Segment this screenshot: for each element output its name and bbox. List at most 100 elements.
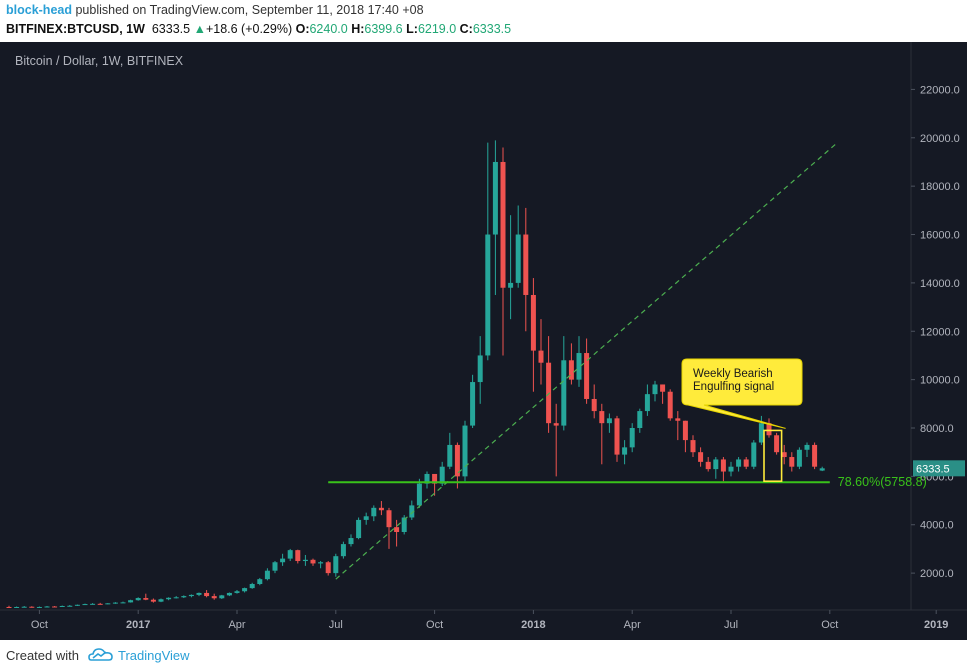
candle-body [272,562,278,571]
candle-body [553,423,559,426]
candle-body [462,425,468,477]
time-tick-label: 2018 [521,619,545,631]
candle-body [371,507,377,517]
candle-body [59,606,65,608]
chart-area[interactable]: Bitcoin / Dollar, 1W, BITFINEX 2000.0 400… [0,42,967,640]
time-tick-label: Jul [724,619,738,631]
candle-body [804,444,810,450]
candle-body [561,360,567,426]
time-tick-label: Oct [31,619,48,631]
candle-body [515,234,521,283]
candle-body [386,510,392,528]
candle-body [614,418,620,455]
candle-body [196,592,202,595]
candle-body [454,444,460,477]
candle-body [439,466,445,484]
candle-body [485,234,491,356]
candle-body [622,447,628,455]
time-tick-label: Oct [426,619,443,631]
author-link[interactable]: block-head [6,3,72,17]
candle-body [21,606,27,608]
publish-info: block-head published on TradingView.com,… [6,3,424,17]
last-price-tag-text: 6333.5 [916,463,950,475]
price-tick-label: 22000.0 [920,84,960,96]
candle-body [363,516,369,520]
candle-body [90,603,96,605]
publish-header: block-head published on TradingView.com,… [0,0,967,42]
annotation-text: Weekly Bearish Engulfing signal [693,368,774,393]
candle-body [249,583,255,589]
candle-body [538,350,544,363]
drawings: 78.60%(5758.8) Weekly Bearish Engulfing s… [328,142,965,580]
candle-body [819,468,825,471]
candle-body [447,444,453,467]
candle-body [340,544,346,557]
candle-body [14,606,20,608]
candle-body [158,599,164,602]
candlestick-chart[interactable]: Bitcoin / Dollar, 1W, BITFINEX 2000.0 400… [0,42,967,640]
candle-body [401,517,407,533]
price-tick-label: 16000.0 [920,230,960,242]
tradingview-logo-icon[interactable] [88,646,114,664]
candle-body [348,538,354,545]
candle-body [44,606,50,608]
candle-body [257,579,263,584]
price-tick-label: 8000.0 [920,423,954,435]
candle-body [67,605,73,607]
candle-body [568,360,574,380]
candle-body [264,570,270,580]
candle-body [667,391,673,419]
candle-body [295,550,301,562]
candle-body [416,483,422,506]
candle-body [758,423,764,443]
candle-body [211,596,217,599]
candle-body [644,394,650,412]
candle-body [356,519,362,539]
candle-body [318,562,324,564]
candle-body [584,353,590,399]
candle-body [500,161,506,288]
candle-body [774,435,780,453]
footer: Created with TradingView [0,640,967,672]
chart-title: Bitcoin / Dollar, 1W, BITFINEX [15,54,184,68]
candle-body [112,602,118,604]
candle-body [713,459,719,470]
candle-body [143,598,149,600]
low-value: 6219.0 [417,22,457,36]
price-tick-label: 14000.0 [920,278,960,290]
price-axis[interactable]: 2000.04000.06000.08000.010000.012000.014… [911,84,960,580]
candle-body [546,362,552,424]
time-axis[interactable]: Oct2017AprJulOct2018AprJulOct2019May [31,610,967,631]
candle-body [409,505,415,518]
candle-body [652,384,658,395]
candle-body [135,598,141,601]
symbol-info: BITFINEX:BTCUSD, 1W 6333.5 ▲+18.6 (+0.29… [6,22,511,36]
price-tick-label: 20000.0 [920,133,960,145]
candle-body [606,418,612,424]
open-label: O: [295,22,310,36]
candle-body [751,442,757,467]
fib-level-label: 78.60%(5758.8) [838,475,927,489]
candle-body [736,459,742,467]
annotation-callout [681,358,803,429]
price-change: +18.6 (+0.29%) [205,22,293,36]
price-tick-label: 2000.0 [920,568,954,580]
candle-body [470,382,476,426]
candle-body [492,161,498,235]
candle-body [242,588,248,592]
time-tick-label: Jul [329,619,343,631]
candle-body [219,595,225,599]
published-text: published on TradingView.com, September … [72,3,424,17]
close-label: C: [459,22,473,36]
candle-body [728,466,734,472]
candle-body [74,604,80,606]
candle-body [530,294,536,351]
last-price-tag [913,460,965,477]
close-value: 6333.5 [472,22,512,36]
candle-body [743,459,749,467]
candle-body [720,459,726,472]
tradingview-brand[interactable]: TradingView [118,648,190,663]
candle-body [477,355,483,383]
up-arrow-icon: ▲ [193,22,206,36]
candle-body [29,606,35,608]
